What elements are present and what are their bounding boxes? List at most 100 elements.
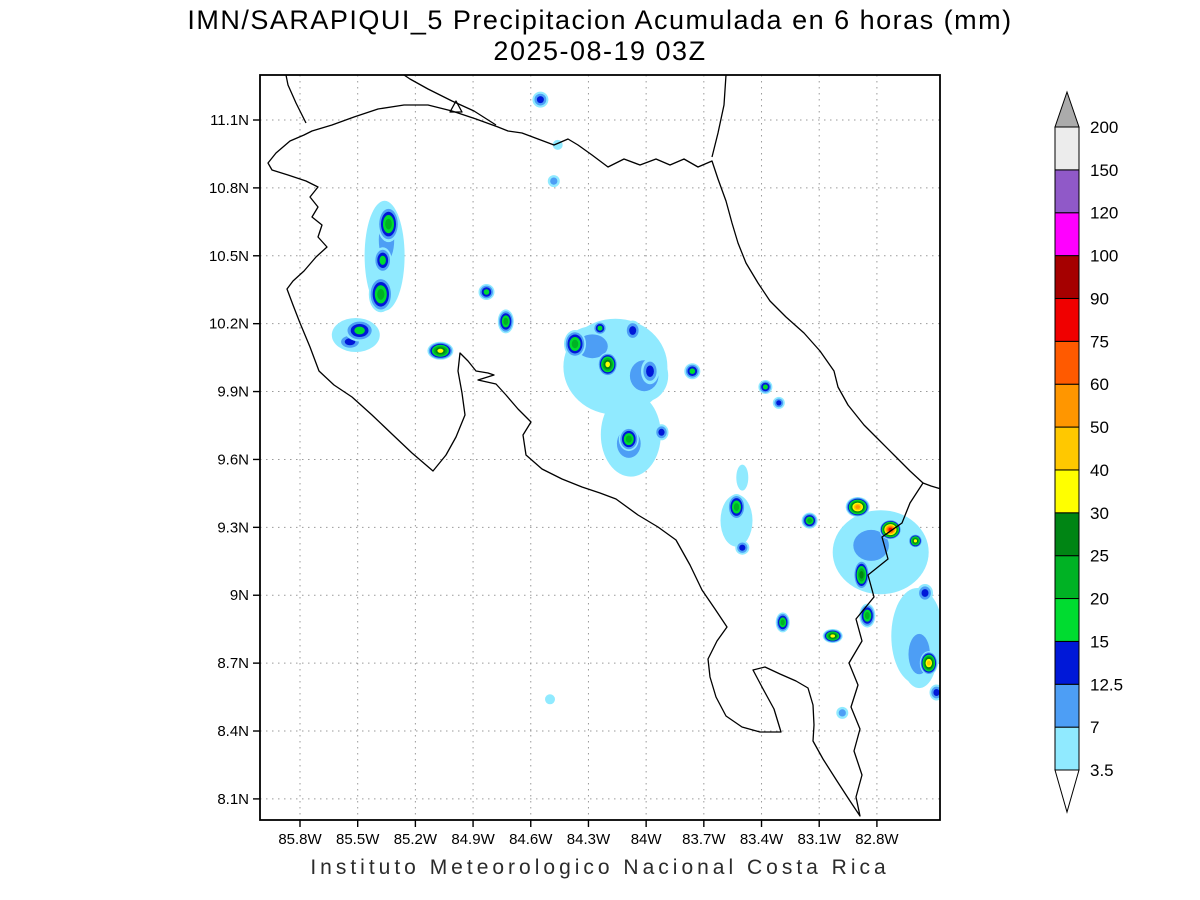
precip-cell-ring	[913, 539, 918, 543]
lat-tick-label: 9.3N	[217, 519, 249, 536]
panama-caribbean-coastline	[922, 482, 940, 490]
precip-cell-ring	[762, 384, 768, 390]
lon-tick-label: 83.1W	[798, 831, 842, 848]
colorbar-label: 100	[1090, 247, 1118, 266]
lon-tick-label: 83.4W	[740, 831, 784, 848]
colorbar-segment	[1054, 383, 1080, 428]
precip-cell-ring	[605, 361, 610, 368]
colorbar-label: 15	[1090, 632, 1109, 651]
precip-cell-ring	[838, 709, 846, 717]
lat-tick-label: 9.6N	[217, 451, 249, 468]
lat-tick-label: 8.7N	[217, 655, 249, 672]
precip-cell-ring	[689, 368, 696, 375]
precip-cell-ring	[780, 619, 785, 626]
lon-tick-label: 85.5W	[336, 831, 380, 848]
lon-tick-label: 85.8W	[278, 831, 322, 848]
lat-tick-label: 10.5N	[209, 248, 249, 265]
precip-cell-ring	[483, 289, 490, 295]
lat-tick-label: 8.4N	[217, 723, 249, 740]
colorbar-label: 120	[1090, 204, 1118, 223]
axis-labels: 85.8W 85.5W 85.2W 84.9W 84.6W 84.3W 84W 83.7W 83…	[209, 112, 899, 848]
colorbar-label: 3.5	[1090, 761, 1114, 780]
precip-cell-ring	[550, 177, 558, 185]
precip-cell-ring	[646, 365, 654, 377]
colorbar-segment	[1054, 297, 1080, 342]
colorbar-label: 75	[1090, 332, 1109, 351]
precip-cell-ring	[437, 348, 444, 353]
lat-tick-label: 8.1N	[217, 791, 249, 808]
colorbar-segment	[1054, 426, 1080, 471]
precip-cell-ring	[597, 325, 603, 331]
colorbar-label: 40	[1090, 461, 1109, 480]
precip-cell-ring	[658, 428, 665, 436]
colorbar-segment	[1054, 598, 1080, 642]
gridlines	[260, 75, 940, 820]
colorbar-label: 90	[1090, 289, 1109, 308]
colorbar-segment	[1054, 512, 1080, 557]
colorbar-segment	[1054, 340, 1080, 385]
map-area	[259, 74, 941, 821]
lon-tick-label: 84W	[631, 831, 663, 848]
chart-subtitle: 2025-08-19 03Z	[493, 36, 707, 66]
colorbar-segment	[1054, 640, 1080, 685]
precip-cell-ring	[853, 529, 889, 561]
precip-cell-ring	[807, 518, 812, 523]
precip-cell-ring	[545, 694, 555, 705]
precip-cell-ring	[736, 464, 749, 491]
lat-tick-label: 10.2N	[209, 316, 249, 333]
map-frame	[259, 74, 941, 821]
precip-cell-ring	[933, 689, 940, 696]
colorbar-label: 150	[1090, 161, 1118, 180]
lat-tick-label: 9.9N	[217, 384, 249, 401]
colorbar-label: 30	[1090, 504, 1109, 523]
lon-tick-label: 84.9W	[451, 831, 495, 848]
colorbar-under-arrow	[1054, 769, 1080, 814]
precip-cell-ring	[377, 288, 385, 300]
colorbar-label: 60	[1090, 375, 1109, 394]
colorbar-label: 7	[1090, 718, 1099, 737]
colorbar-segment	[1054, 212, 1080, 257]
precipitation-shading	[331, 91, 940, 719]
colorbar-label: 200	[1090, 118, 1118, 137]
precip-cell-ring	[629, 326, 637, 335]
precip-cell-ring	[776, 400, 782, 406]
colorbar-segment	[1054, 726, 1080, 771]
colorbar-segment	[1054, 126, 1080, 171]
lon-tick-label: 84.3W	[567, 831, 611, 848]
precip-cell-ring	[859, 571, 864, 579]
colorbar-segment	[1054, 169, 1080, 214]
lon-tick-label: 83.7W	[682, 831, 726, 848]
lon-tick-label: 82.8W	[855, 831, 899, 848]
colorbar-segment	[1054, 555, 1080, 600]
costa-rica-coastline	[267, 104, 924, 817]
precip-cell-ring	[855, 505, 860, 509]
precip-cell-ring	[571, 339, 579, 349]
precip-cell-ring	[926, 660, 931, 666]
nicaragua-pacific-coastline	[285, 75, 307, 124]
colorbar-label: 25	[1090, 547, 1109, 566]
precip-cell-ring	[536, 96, 544, 104]
colorbar-segment	[1054, 469, 1080, 514]
chart-footer: Instituto Meteorologico Nacional Costa R…	[310, 856, 890, 879]
precip-cell-ring	[733, 503, 740, 511]
lon-tick-label: 85.2W	[394, 831, 438, 848]
precip-cell-ring	[625, 435, 632, 443]
lake-nicaragua-shore	[403, 75, 497, 126]
precip-cell-ring	[385, 218, 392, 230]
lat-tick-label: 11.1N	[210, 112, 249, 129]
precip-cell-ring	[830, 634, 835, 638]
colorbar-over-arrow	[1054, 90, 1080, 128]
lat-tick-label: 9N	[230, 587, 249, 604]
precip-cell-ring	[921, 589, 929, 597]
lon-tick-label: 84.6W	[509, 831, 553, 848]
precip-cell-ring	[503, 317, 509, 325]
precip-cell-ring	[379, 255, 386, 265]
coastlines	[267, 75, 940, 817]
colorbar-segment	[1054, 683, 1080, 728]
colorbar-label: 12.5	[1090, 675, 1123, 694]
precip-cell-ring	[864, 612, 870, 620]
colorbar-label: 50	[1090, 418, 1109, 437]
colorbar-segment	[1054, 255, 1080, 299]
